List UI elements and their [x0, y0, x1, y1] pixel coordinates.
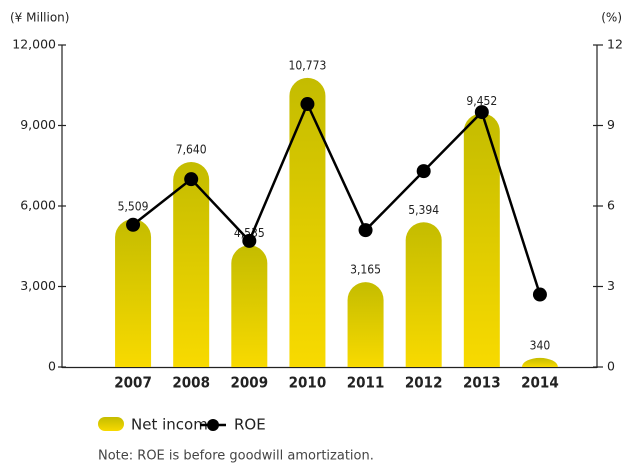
- note: Note: ROE is before goodwill amortizatio…: [98, 449, 374, 464]
- x-tick-label: 2010: [289, 374, 327, 392]
- legend-marker: [207, 419, 219, 431]
- marker: [532, 287, 547, 302]
- bar: [173, 161, 210, 367]
- y2-axis-label: (%): [601, 11, 622, 25]
- data-label: 4,535: [234, 226, 265, 240]
- marker: [358, 223, 373, 238]
- x-tick-label: 2011: [347, 374, 385, 392]
- marker: [184, 172, 199, 187]
- x-tick-label: 2009: [231, 374, 269, 392]
- marker: [474, 105, 489, 120]
- legend-label: Net income: [131, 416, 217, 434]
- bar: [347, 282, 384, 367]
- marker: [126, 217, 141, 232]
- y-tick-label: 3,000: [20, 278, 56, 293]
- data-label: 10,773: [289, 58, 327, 72]
- y-tick-label: 9,000: [20, 117, 56, 132]
- x-tick-label: 2008: [172, 374, 210, 392]
- legend-bar-icon: [98, 417, 124, 431]
- x-tick-label: 2007: [114, 374, 152, 392]
- legend-label: ROE: [234, 416, 266, 434]
- marker: [416, 164, 431, 179]
- bar: [115, 219, 152, 367]
- marker: [242, 233, 257, 248]
- y-tick-label: 6,000: [20, 198, 56, 213]
- y2-tick-label: 3: [607, 278, 615, 293]
- data-label: 5,394: [408, 203, 439, 217]
- data-label: 3,165: [350, 263, 381, 277]
- x-tick-label: 2012: [405, 374, 443, 392]
- bar: [231, 245, 268, 367]
- bar: [405, 222, 442, 367]
- data-label: 340: [530, 338, 551, 352]
- y-tick-label: 12,000: [12, 37, 56, 52]
- y2-tick-label: 6: [607, 198, 615, 213]
- data-label: 9,452: [466, 94, 497, 108]
- y2-tick-label: 12: [607, 37, 623, 52]
- x-tick-label: 2014: [521, 374, 559, 392]
- bar: [463, 113, 500, 367]
- bar: [521, 357, 558, 367]
- y-tick-label: 0: [48, 359, 56, 374]
- y-axis-label: (¥ Million): [10, 11, 69, 25]
- y2-tick-label: 0: [607, 359, 615, 374]
- bar: [289, 77, 326, 367]
- data-label: 5,509: [118, 200, 149, 214]
- y2-tick-label: 9: [607, 117, 615, 132]
- data-label: 7,640: [176, 142, 207, 156]
- marker: [300, 97, 315, 112]
- x-tick-label: 2013: [463, 374, 501, 392]
- line: [132, 100, 542, 295]
